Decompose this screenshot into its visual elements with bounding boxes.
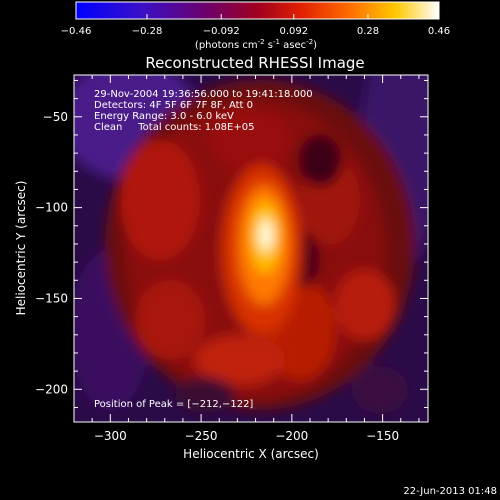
info-line-detectors: Detectors: 4F 5F 6F 7F 8F, Att 0 [94,100,253,111]
x-tick-label: −150 [366,429,399,443]
axis-ticks: −300 −250 −200 −150 −50 −100 −150 −200 [35,75,428,443]
colorbar-gradient [75,1,440,20]
info-line-time: 29-Nov-2004 19:36:56.000 to 19:41:18.000 [94,89,313,100]
colorbar: −0.46 −0.28 −0.092 0.092 0.28 0.46 (photons c… [61,1,450,51]
info-line-counts: Clean Total counts: 1.08E+05 [94,122,254,133]
x-tick-label: −300 [94,429,127,443]
peak-position-label: Position of Peak = [−212,−122] [94,399,253,410]
observation-info: 29-Nov-2004 19:36:56.000 to 19:41:18.000… [94,89,313,133]
y-axis-label: Heliocentric Y (arcsec) [14,181,28,316]
colorbar-tick-label: −0.092 [203,26,240,37]
colorbar-ticks: −0.46 −0.28 −0.092 0.092 0.28 0.46 [61,14,450,37]
x-tick-label: −250 [185,429,218,443]
y-tick-label: −200 [35,382,68,396]
chart-title: Reconstructed RHESSI Image [145,54,364,72]
colorbar-tick-label: −0.28 [132,26,163,37]
y-tick-label: −150 [35,291,68,305]
y-tick-label: −50 [43,110,68,124]
info-line-energy: Energy Range: 3.0 - 6.0 keV [94,111,234,122]
footer-timestamp: 22-Jun-2013 01:48 [403,486,497,497]
x-tick-label: −200 [275,429,308,443]
colorbar-units: (photons cm-2 s-1 asec-2) [195,38,317,51]
plot-frame [73,74,429,423]
y-tick-label: −100 [35,201,68,215]
colorbar-tick-label: −0.46 [61,26,92,37]
colorbar-tick-label: 0.28 [357,26,379,37]
colorbar-tick-label: 0.46 [428,26,450,37]
colorbar-tick-label: 0.092 [279,26,308,37]
heatmap-image [74,75,428,422]
x-axis-label: Heliocentric X (arcsec) [183,447,319,461]
